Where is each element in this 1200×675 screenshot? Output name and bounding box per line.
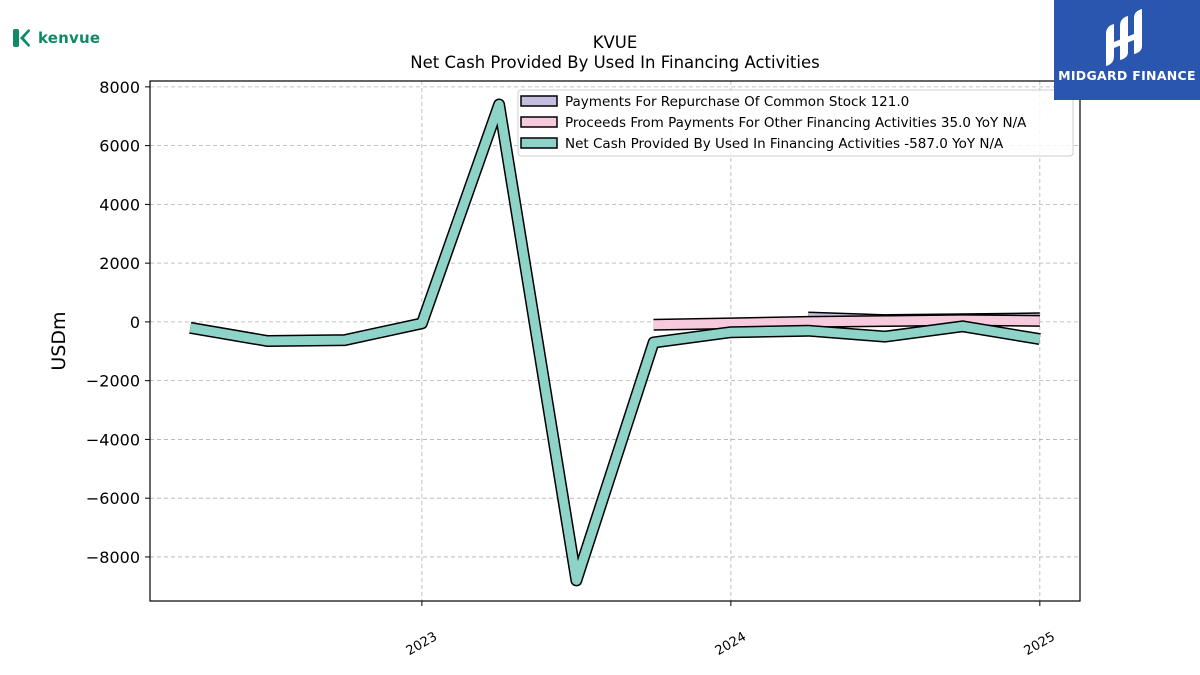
legend: Payments For Repurchase Of Common Stock … <box>517 89 1074 157</box>
legend-label-1: Proceeds From Payments For Other Financi… <box>565 115 1027 131</box>
legend-swatch-0 <box>520 95 558 107</box>
y-tick-label: 6000 <box>99 137 140 156</box>
x-tick-label: 2024 <box>713 629 749 659</box>
series-lines <box>189 98 1041 587</box>
series-1-line <box>653 315 1040 330</box>
legend-swatch-2 <box>520 137 558 149</box>
y-axis-label: USDm <box>48 311 70 370</box>
series-2-line <box>189 100 1041 585</box>
chart-title: KVUE <box>593 33 638 52</box>
legend-label-2: Net Cash Provided By Used In Financing A… <box>565 136 1004 152</box>
y-tick-label: 0 <box>130 313 140 332</box>
y-tick-label: 8000 <box>99 78 140 97</box>
y-tick-label: −6000 <box>86 489 140 508</box>
chart-subtitle: Net Cash Provided By Used In Financing A… <box>410 53 819 72</box>
legend-swatch-1 <box>520 116 558 128</box>
y-tick-label: −8000 <box>86 548 140 567</box>
y-tick-label: −4000 <box>86 430 140 449</box>
kenvue-logo-text: kenvue <box>38 29 101 47</box>
kenvue-logo: kenvue <box>12 28 100 48</box>
y-tick-label: 2000 <box>99 254 140 273</box>
legend-label-0: Payments For Repurchase Of Common Stock … <box>565 94 909 110</box>
plot-frame <box>149 80 1081 602</box>
kenvue-k-icon <box>13 29 30 47</box>
legend-box <box>517 89 1074 157</box>
x-tick-label: 2023 <box>404 629 440 659</box>
publisher-name: MIDGARD FINANCE <box>1058 68 1196 83</box>
midgard-emblem-icon <box>1106 9 1142 66</box>
y-tick-label: 4000 <box>99 195 140 214</box>
midgard-finance-logo: MIDGARD FINANCE <box>1054 0 1200 100</box>
x-tick-label: 2025 <box>1022 629 1058 659</box>
y-tick-label: −2000 <box>86 372 140 391</box>
